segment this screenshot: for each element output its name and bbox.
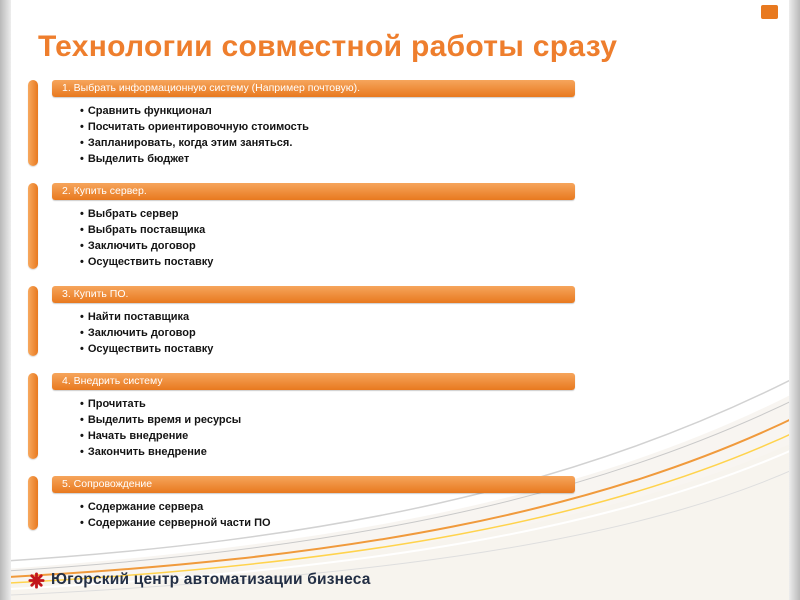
step-accent-bar <box>28 183 38 269</box>
step-section-2: 2. Купить сервер. Выбрать сервер Выбрать… <box>28 183 588 270</box>
step-header-label: 2. Купить сервер. <box>62 185 147 197</box>
step-header-label: 4. Внедрить систему <box>62 375 163 387</box>
step-header-label: 5. Сопровождение <box>62 478 153 490</box>
bullet-item: Осуществить поставку <box>80 341 588 357</box>
step-section-3: 3. Купить ПО. Найти поставщика Заключить… <box>28 286 588 357</box>
step-header: 1. Выбрать информационную систему (Напри… <box>52 80 575 97</box>
bullet-item: Заключить договор <box>80 238 588 254</box>
bullet-item: Осуществить поставку <box>80 254 588 270</box>
bullet-item: Сравнить функционал <box>80 103 588 119</box>
step-section-5: 5. Сопровождение Содержание сервера Соде… <box>28 476 588 531</box>
footer-company-name: Югорский центр автоматизации бизнеса <box>51 571 371 588</box>
bullet-item: Запланировать, когда этим заняться. <box>80 135 588 151</box>
step-bullets: Сравнить функционал Посчитать ориентиров… <box>80 103 588 167</box>
step-header: 4. Внедрить систему <box>52 373 575 390</box>
bullet-item: Содержание сервера <box>80 499 588 515</box>
step-bullets: Прочитать Выделить время и ресурсы Начат… <box>80 396 588 460</box>
step-bullets: Содержание сервера Содержание серверной … <box>80 499 588 531</box>
footer: Югорский центр автоматизации бизнеса <box>28 571 371 589</box>
step-accent-bar <box>28 286 38 356</box>
steps-list: 1. Выбрать информационную систему (Напри… <box>28 80 588 547</box>
left-edge-strip <box>0 0 11 600</box>
bullet-item: Прочитать <box>80 396 588 412</box>
bullet-item: Выбрать поставщика <box>80 222 588 238</box>
bullet-item: Выбрать сервер <box>80 206 588 222</box>
step-header-label: 1. Выбрать информационную систему (Напри… <box>62 82 360 94</box>
step-header: 3. Купить ПО. <box>52 286 575 303</box>
bullet-item: Выделить время и ресурсы <box>80 412 588 428</box>
step-accent-bar <box>28 373 38 459</box>
bullet-item: Найти поставщика <box>80 309 588 325</box>
bullet-item: Начать внедрение <box>80 428 588 444</box>
step-section-4: 4. Внедрить систему Прочитать Выделить в… <box>28 373 588 460</box>
step-accent-bar <box>28 80 38 166</box>
bullet-item: Заключить договор <box>80 325 588 341</box>
red-asterisk-icon <box>28 571 45 589</box>
step-bullets: Найти поставщика Заключить договор Осуще… <box>80 309 588 357</box>
corner-accent-square <box>761 5 778 19</box>
step-bullets: Выбрать сервер Выбрать поставщика Заключ… <box>80 206 588 270</box>
step-header-label: 3. Купить ПО. <box>62 288 129 300</box>
step-header: 5. Сопровождение <box>52 476 575 493</box>
right-edge-strip <box>789 0 800 600</box>
step-accent-bar <box>28 476 38 530</box>
step-section-1: 1. Выбрать информационную систему (Напри… <box>28 80 588 167</box>
bullet-item: Посчитать ориентировочную стоимость <box>80 119 588 135</box>
bullet-item: Содержание серверной части ПО <box>80 515 588 531</box>
bullet-item: Закончить внедрение <box>80 444 588 460</box>
bullet-item: Выделить бюджет <box>80 151 588 167</box>
slide-title: Технологии совместной работы сразу <box>38 30 618 63</box>
step-header: 2. Купить сервер. <box>52 183 575 200</box>
